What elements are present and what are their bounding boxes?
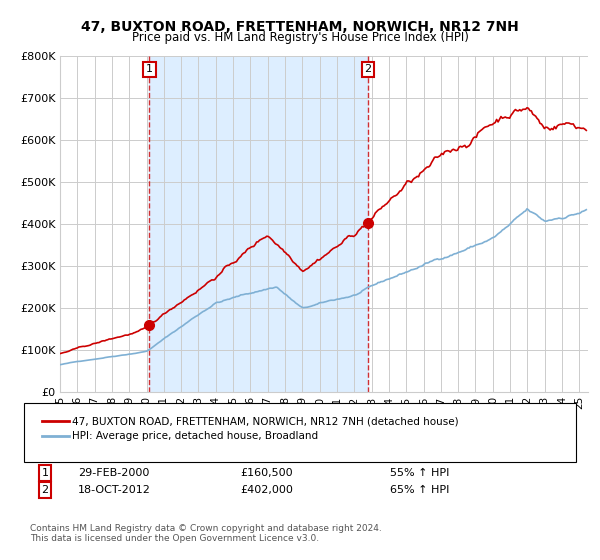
- Text: 1: 1: [41, 468, 49, 478]
- Text: 1: 1: [146, 64, 153, 74]
- Text: 2: 2: [365, 64, 372, 74]
- Text: Price paid vs. HM Land Registry's House Price Index (HPI): Price paid vs. HM Land Registry's House …: [131, 31, 469, 44]
- Text: 47, BUXTON ROAD, FRETTENHAM, NORWICH, NR12 7NH: 47, BUXTON ROAD, FRETTENHAM, NORWICH, NR…: [81, 20, 519, 34]
- Text: HPI: Average price, detached house, Broadland: HPI: Average price, detached house, Broa…: [72, 431, 318, 441]
- Text: £160,500: £160,500: [240, 468, 293, 478]
- Text: 55% ↑ HPI: 55% ↑ HPI: [390, 468, 449, 478]
- Text: 65% ↑ HPI: 65% ↑ HPI: [390, 485, 449, 495]
- Text: 47, BUXTON ROAD, FRETTENHAM, NORWICH, NR12 7NH (detached house): 47, BUXTON ROAD, FRETTENHAM, NORWICH, NR…: [72, 416, 458, 426]
- Text: 18-OCT-2012: 18-OCT-2012: [78, 485, 151, 495]
- Bar: [149, 56, 368, 392]
- Text: 2: 2: [41, 485, 49, 495]
- Text: £402,000: £402,000: [240, 485, 293, 495]
- Text: Contains HM Land Registry data © Crown copyright and database right 2024.
This d: Contains HM Land Registry data © Crown c…: [30, 524, 382, 543]
- Text: 29-FEB-2000: 29-FEB-2000: [78, 468, 149, 478]
